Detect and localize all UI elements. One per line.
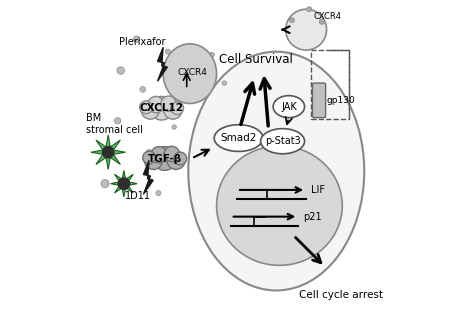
Polygon shape bbox=[157, 47, 167, 81]
Text: Smad2: Smad2 bbox=[220, 133, 257, 143]
Text: JAK: JAK bbox=[281, 102, 297, 112]
Ellipse shape bbox=[163, 44, 217, 104]
Text: CXCR4: CXCR4 bbox=[177, 68, 207, 77]
Circle shape bbox=[222, 81, 227, 85]
Ellipse shape bbox=[217, 146, 342, 265]
Ellipse shape bbox=[214, 125, 263, 152]
Ellipse shape bbox=[261, 129, 305, 154]
Text: CXCR4: CXCR4 bbox=[313, 12, 341, 21]
Circle shape bbox=[156, 191, 161, 196]
Polygon shape bbox=[143, 160, 153, 194]
Text: BM
stromal cell: BM stromal cell bbox=[86, 113, 143, 135]
Circle shape bbox=[172, 125, 176, 129]
Text: 1D11: 1D11 bbox=[125, 191, 151, 201]
Circle shape bbox=[319, 19, 324, 24]
Circle shape bbox=[117, 67, 125, 74]
Text: Cell cycle arrest: Cell cycle arrest bbox=[299, 290, 383, 300]
Circle shape bbox=[102, 146, 114, 158]
Circle shape bbox=[101, 179, 109, 188]
Circle shape bbox=[118, 178, 129, 189]
Text: Cell Survival: Cell Survival bbox=[219, 53, 293, 66]
Text: CXCL12: CXCL12 bbox=[139, 103, 183, 113]
Circle shape bbox=[140, 87, 146, 92]
Circle shape bbox=[146, 149, 152, 155]
Circle shape bbox=[290, 18, 294, 23]
Circle shape bbox=[307, 7, 312, 12]
Text: p21: p21 bbox=[303, 212, 322, 222]
Text: TGF-β: TGF-β bbox=[147, 153, 182, 164]
Ellipse shape bbox=[273, 96, 305, 118]
Circle shape bbox=[165, 49, 170, 54]
Text: gp130: gp130 bbox=[327, 96, 356, 105]
FancyBboxPatch shape bbox=[312, 83, 326, 118]
Polygon shape bbox=[91, 135, 126, 170]
Circle shape bbox=[210, 52, 214, 57]
Text: LIF: LIF bbox=[311, 185, 325, 195]
Text: p-Stat3: p-Stat3 bbox=[264, 136, 301, 146]
Text: Plerixafor: Plerixafor bbox=[119, 37, 166, 47]
Circle shape bbox=[286, 9, 327, 50]
Polygon shape bbox=[111, 171, 137, 197]
Circle shape bbox=[114, 118, 121, 124]
Circle shape bbox=[133, 36, 139, 42]
Ellipse shape bbox=[188, 52, 364, 290]
